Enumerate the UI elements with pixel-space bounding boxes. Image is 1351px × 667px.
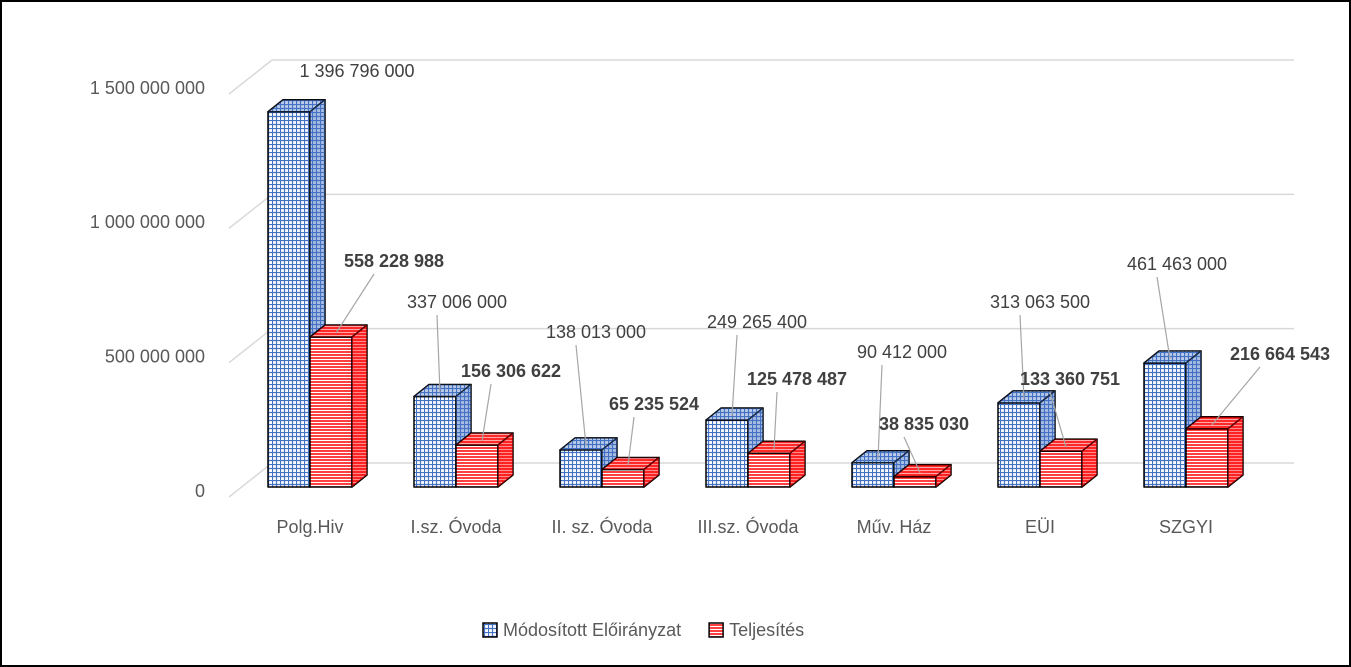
leader-line xyxy=(731,334,738,417)
x-tick-label: III.sz. Óvoda xyxy=(697,516,799,537)
data-label: 133 360 751 xyxy=(1020,369,1120,389)
data-label: 337 006 000 xyxy=(407,292,507,312)
data-label: 461 463 000 xyxy=(1127,254,1227,274)
bar xyxy=(893,463,952,488)
leader-line xyxy=(436,314,441,393)
leader-line xyxy=(1049,391,1067,448)
data-label: 249 265 400 xyxy=(707,312,807,332)
y-tick-label: 500 000 000 xyxy=(105,346,205,366)
data-label: 65 235 524 xyxy=(609,394,699,414)
x-tick-label: Polg.Hiv xyxy=(276,517,343,537)
grid-line xyxy=(228,193,273,229)
bar xyxy=(997,390,1056,488)
x-tick-label: SZGYI xyxy=(1159,517,1213,537)
leader-line xyxy=(1019,314,1025,399)
y-tick-label: 1 000 000 000 xyxy=(90,212,205,232)
legend-swatch xyxy=(482,622,498,638)
grid-line xyxy=(228,59,273,95)
y-tick-label: 1 500 000 000 xyxy=(90,78,205,98)
legend-label: Teljesítés xyxy=(729,620,804,640)
data-label: 38 835 030 xyxy=(879,414,969,434)
y-tick-label: 0 xyxy=(195,481,205,501)
leader-line xyxy=(335,273,375,334)
bar xyxy=(601,456,660,488)
x-tick-label: Műv. Ház xyxy=(857,517,932,537)
bar xyxy=(1039,438,1098,488)
x-tick-label: I.sz. Óvoda xyxy=(410,516,502,537)
leader-line xyxy=(773,391,778,450)
leader-line xyxy=(575,344,587,446)
x-tick-label: II. sz. Óvoda xyxy=(551,516,653,537)
bar xyxy=(309,324,368,488)
leader-line xyxy=(1211,366,1261,426)
data-label: 156 306 622 xyxy=(461,361,561,381)
leader-line xyxy=(877,364,883,459)
leader-line xyxy=(627,416,635,466)
bar xyxy=(413,383,472,488)
grid-line xyxy=(228,462,273,498)
bar xyxy=(455,432,514,488)
grid-line xyxy=(228,328,273,364)
data-label: 90 412 000 xyxy=(857,342,947,362)
x-tick-label: EÜI xyxy=(1025,517,1055,537)
bar xyxy=(851,449,910,488)
leader-line xyxy=(1156,276,1171,360)
data-label: 558 228 988 xyxy=(344,251,444,271)
legend-label: Módosított Előirányzat xyxy=(503,620,681,640)
data-label: 216 664 543 xyxy=(1230,344,1330,364)
data-label: 138 013 000 xyxy=(546,322,646,342)
data-label: 1 396 796 000 xyxy=(299,61,414,81)
data-label: 125 478 487 xyxy=(747,369,847,389)
bar xyxy=(1185,416,1244,488)
bar xyxy=(747,440,806,488)
data-label: 313 063 500 xyxy=(990,292,1090,312)
leader-line xyxy=(903,436,921,473)
legend-swatch xyxy=(708,622,724,638)
leader-line xyxy=(481,383,492,442)
